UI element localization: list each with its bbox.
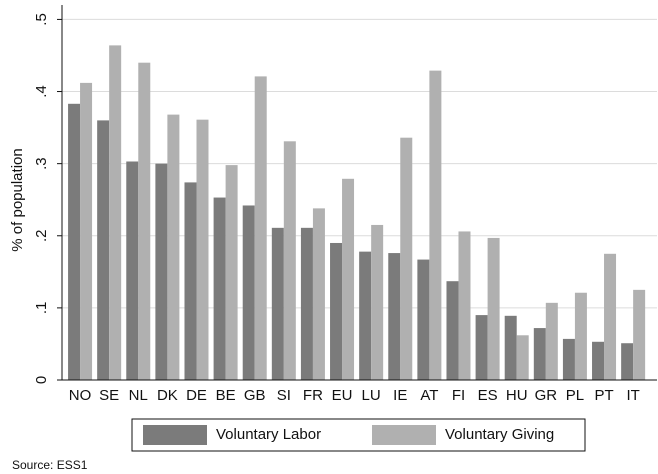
bar: [533, 328, 546, 380]
x-tick-label: SI: [277, 387, 291, 404]
bar: [109, 45, 122, 381]
bar: [475, 315, 488, 380]
legend-label: Voluntary Giving: [445, 426, 554, 443]
y-axis-label: % of population: [9, 148, 26, 251]
y-tick-label: .3: [33, 157, 50, 170]
bar: [68, 103, 81, 380]
source-note: Source: ESS1: [12, 458, 88, 472]
bar: [371, 224, 384, 380]
bar: [225, 165, 238, 380]
bar: [562, 338, 575, 380]
bar: [388, 253, 401, 380]
y-tick-label: 0: [33, 376, 50, 384]
bar: [126, 161, 139, 380]
x-tick-label: SE: [99, 387, 119, 404]
x-tick-label: NO: [69, 387, 92, 404]
bar: [359, 251, 372, 380]
x-tick-label: IE: [393, 387, 407, 404]
bar: [80, 82, 93, 380]
x-tick-label: GR: [535, 387, 558, 404]
bar: [621, 343, 634, 380]
bar: [167, 114, 180, 380]
bar: [487, 237, 500, 380]
y-tick-label: .5: [33, 13, 50, 26]
bar: [400, 137, 413, 380]
bar: [213, 197, 226, 380]
bar: [155, 163, 168, 380]
bar: [254, 76, 267, 381]
x-tick-label: LU: [362, 387, 381, 404]
bar: [138, 62, 151, 380]
bar: [242, 205, 255, 380]
x-tick-label: DE: [186, 387, 207, 404]
x-tick-label: GB: [244, 387, 266, 404]
bar: [504, 315, 517, 380]
x-tick-label: DK: [157, 387, 178, 404]
y-tick-label: .2: [33, 230, 50, 243]
y-tick-label: .1: [33, 302, 50, 315]
bar: [271, 227, 284, 380]
x-tick-label: NL: [129, 387, 148, 404]
x-tick-label: FR: [303, 387, 323, 404]
bar: [184, 182, 197, 380]
bar: [196, 119, 209, 381]
bar: [574, 292, 587, 380]
bar: [592, 341, 605, 380]
bar: [458, 231, 471, 380]
x-tick-label: BE: [216, 387, 236, 404]
x-tick-label: PT: [594, 387, 613, 404]
x-tick-label: IT: [626, 387, 639, 404]
x-tick-label: AT: [420, 387, 438, 404]
bar: [342, 178, 355, 380]
bar: [633, 289, 646, 380]
legend-label: Voluntary Labor: [216, 426, 321, 443]
bar: [312, 208, 325, 380]
legend-box: [131, 418, 586, 452]
bar: [330, 242, 343, 380]
bar: [604, 253, 617, 380]
bar: [417, 259, 430, 380]
bar: [300, 227, 313, 380]
bar: [446, 281, 459, 380]
x-tick-label: FI: [452, 387, 465, 404]
bar: [97, 120, 110, 380]
x-tick-label: EU: [332, 387, 353, 404]
x-tick-label: ES: [478, 387, 498, 404]
bar: [516, 335, 529, 380]
legend-swatch: [143, 425, 207, 445]
x-tick-label: HU: [506, 387, 528, 404]
bar: [283, 141, 296, 380]
y-tick-label: .4: [33, 85, 50, 98]
bar: [545, 302, 558, 380]
bar: [429, 70, 442, 380]
x-tick-label: PL: [566, 387, 584, 404]
legend-swatch: [372, 425, 436, 445]
